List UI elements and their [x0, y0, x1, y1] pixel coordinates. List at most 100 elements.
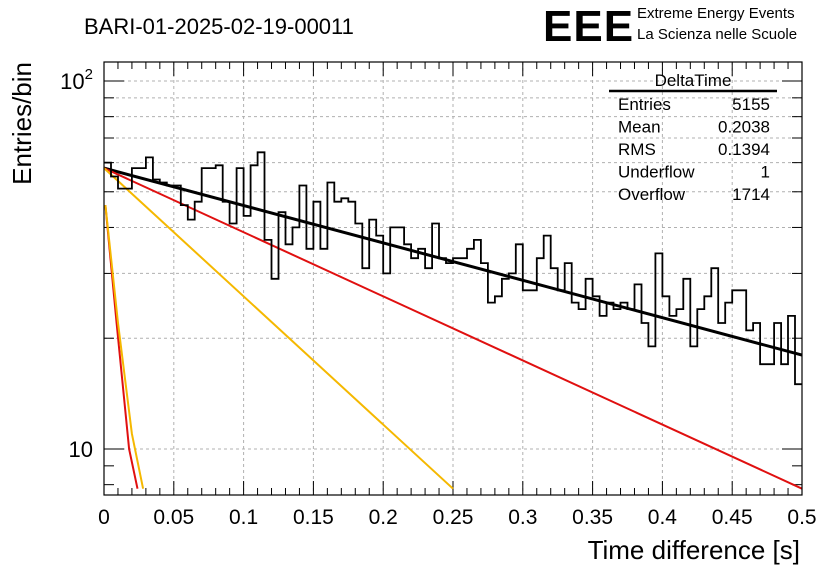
histogram-bin [788, 315, 795, 317]
histogram-bin [432, 222, 439, 224]
histogram-bin [648, 345, 655, 347]
histogram-bin [586, 278, 593, 280]
histogram-bin [153, 178, 160, 180]
grid-lines [104, 62, 802, 495]
histogram-bin [481, 262, 488, 264]
histogram-bin [104, 162, 111, 164]
histogram-bin [167, 185, 174, 187]
fit-curve-slow_exp [103, 167, 803, 490]
histogram-bin [662, 295, 669, 297]
x-tick-label: 0.3 [508, 506, 537, 529]
histogram-bin [223, 201, 230, 203]
histogram-bin [774, 322, 781, 324]
histogram-bin [313, 201, 320, 203]
histogram-bin [593, 295, 600, 297]
histogram-bin [209, 167, 216, 169]
histogram-bin [320, 248, 327, 250]
fit-curve-fast_exp_yellow [104, 204, 145, 489]
histogram-bin [453, 257, 460, 259]
x-tick-label: 0.1 [229, 506, 258, 529]
histogram-bin [711, 267, 718, 269]
histogram-bin [327, 181, 334, 183]
histogram-bin [551, 267, 558, 269]
stats-box: DeltaTime Entries 5155 Mean 0.2038 RMS 0.1394… [609, 71, 777, 204]
histogram-bin [125, 188, 132, 190]
histogram-bin [230, 222, 237, 224]
histogram-bin [446, 262, 453, 264]
histogram-bin [285, 243, 292, 245]
histogram-bin [509, 272, 516, 274]
histogram-bin [348, 201, 355, 203]
histogram-bin [341, 197, 348, 199]
y-tick-label: 10 [69, 437, 93, 462]
histogram-bin [502, 278, 509, 280]
histogram-bin [488, 302, 495, 304]
histogram-bin [530, 289, 537, 291]
histogram-bin [425, 267, 432, 269]
histogram-bin [139, 167, 146, 169]
histogram-bin [565, 262, 572, 264]
histogram-bin [753, 322, 760, 324]
histogram-bin [795, 383, 802, 385]
x-tick-label: 0.2 [369, 506, 398, 529]
stats-label: Overflow [618, 185, 686, 204]
eee-logo: EEE [543, 2, 634, 51]
histogram-bin [251, 164, 258, 166]
histogram-bin [676, 308, 683, 310]
histogram-bin [767, 363, 774, 365]
histogram-bin [237, 167, 244, 169]
histogram-bin [376, 235, 383, 237]
histogram-bin [628, 308, 635, 310]
histogram-bin [460, 257, 467, 259]
x-axis-title: Time difference [s] [588, 535, 800, 565]
x-tick-label: 0.25 [433, 506, 474, 529]
histogram-bin [299, 185, 306, 187]
histogram-bin [572, 302, 579, 304]
histogram-bin [746, 329, 753, 331]
histogram-bin [390, 226, 397, 228]
x-tick-label: 0.35 [572, 506, 613, 529]
histogram-bin [544, 235, 551, 237]
histogram-bin [495, 295, 502, 297]
histogram-bin [411, 257, 418, 259]
histogram-bin [739, 289, 746, 291]
x-tick-label: 0.5 [787, 506, 816, 529]
histogram-bin [523, 289, 530, 291]
plot-marks [103, 151, 803, 490]
x-tick-label: 0.05 [153, 506, 194, 529]
histogram-bin [369, 219, 376, 221]
y-tick-labels: 10 102 [60, 66, 93, 462]
eee-logo-line1: Extreme Energy Events [637, 5, 795, 22]
histogram-bin [188, 219, 195, 221]
x-tick-labels: 0 0.05 0.1 0.15 0.2 0.25 0.3 0.35 0.4 0.45 0.5 [98, 506, 816, 529]
x-tick-label: 0 [98, 506, 110, 529]
chart-title: BARI-01-2025-02-19-00011 [84, 14, 354, 39]
histogram-bin [272, 278, 279, 280]
histogram-bin [292, 226, 299, 228]
histogram-bin [279, 211, 286, 213]
histogram-bin [334, 201, 341, 203]
histogram-bin [537, 257, 544, 259]
histogram-bin [181, 204, 188, 206]
y-tick-label: 102 [60, 66, 93, 94]
stats-label: Underflow [618, 163, 695, 182]
stats-label: Entries [618, 95, 671, 114]
histogram-bin [146, 156, 153, 158]
histogram-bin [634, 283, 641, 285]
histogram-bin [195, 201, 202, 203]
histogram-bin [439, 257, 446, 259]
histogram-bin [397, 226, 404, 228]
histogram-bin [474, 239, 481, 241]
stats-name: DeltaTime [655, 71, 732, 90]
stats-value: 1714 [732, 185, 770, 204]
histogram-bin [160, 181, 167, 183]
histogram-outline [104, 151, 802, 386]
histogram-bin [697, 308, 704, 310]
y-axis-title: Entries/bin [7, 62, 37, 185]
stats-value: 0.2038 [718, 118, 770, 137]
histogram-bin [614, 308, 621, 310]
histogram-bin [306, 248, 313, 250]
fit-curve-mid_exp [103, 167, 454, 490]
histogram-bin [216, 164, 223, 166]
